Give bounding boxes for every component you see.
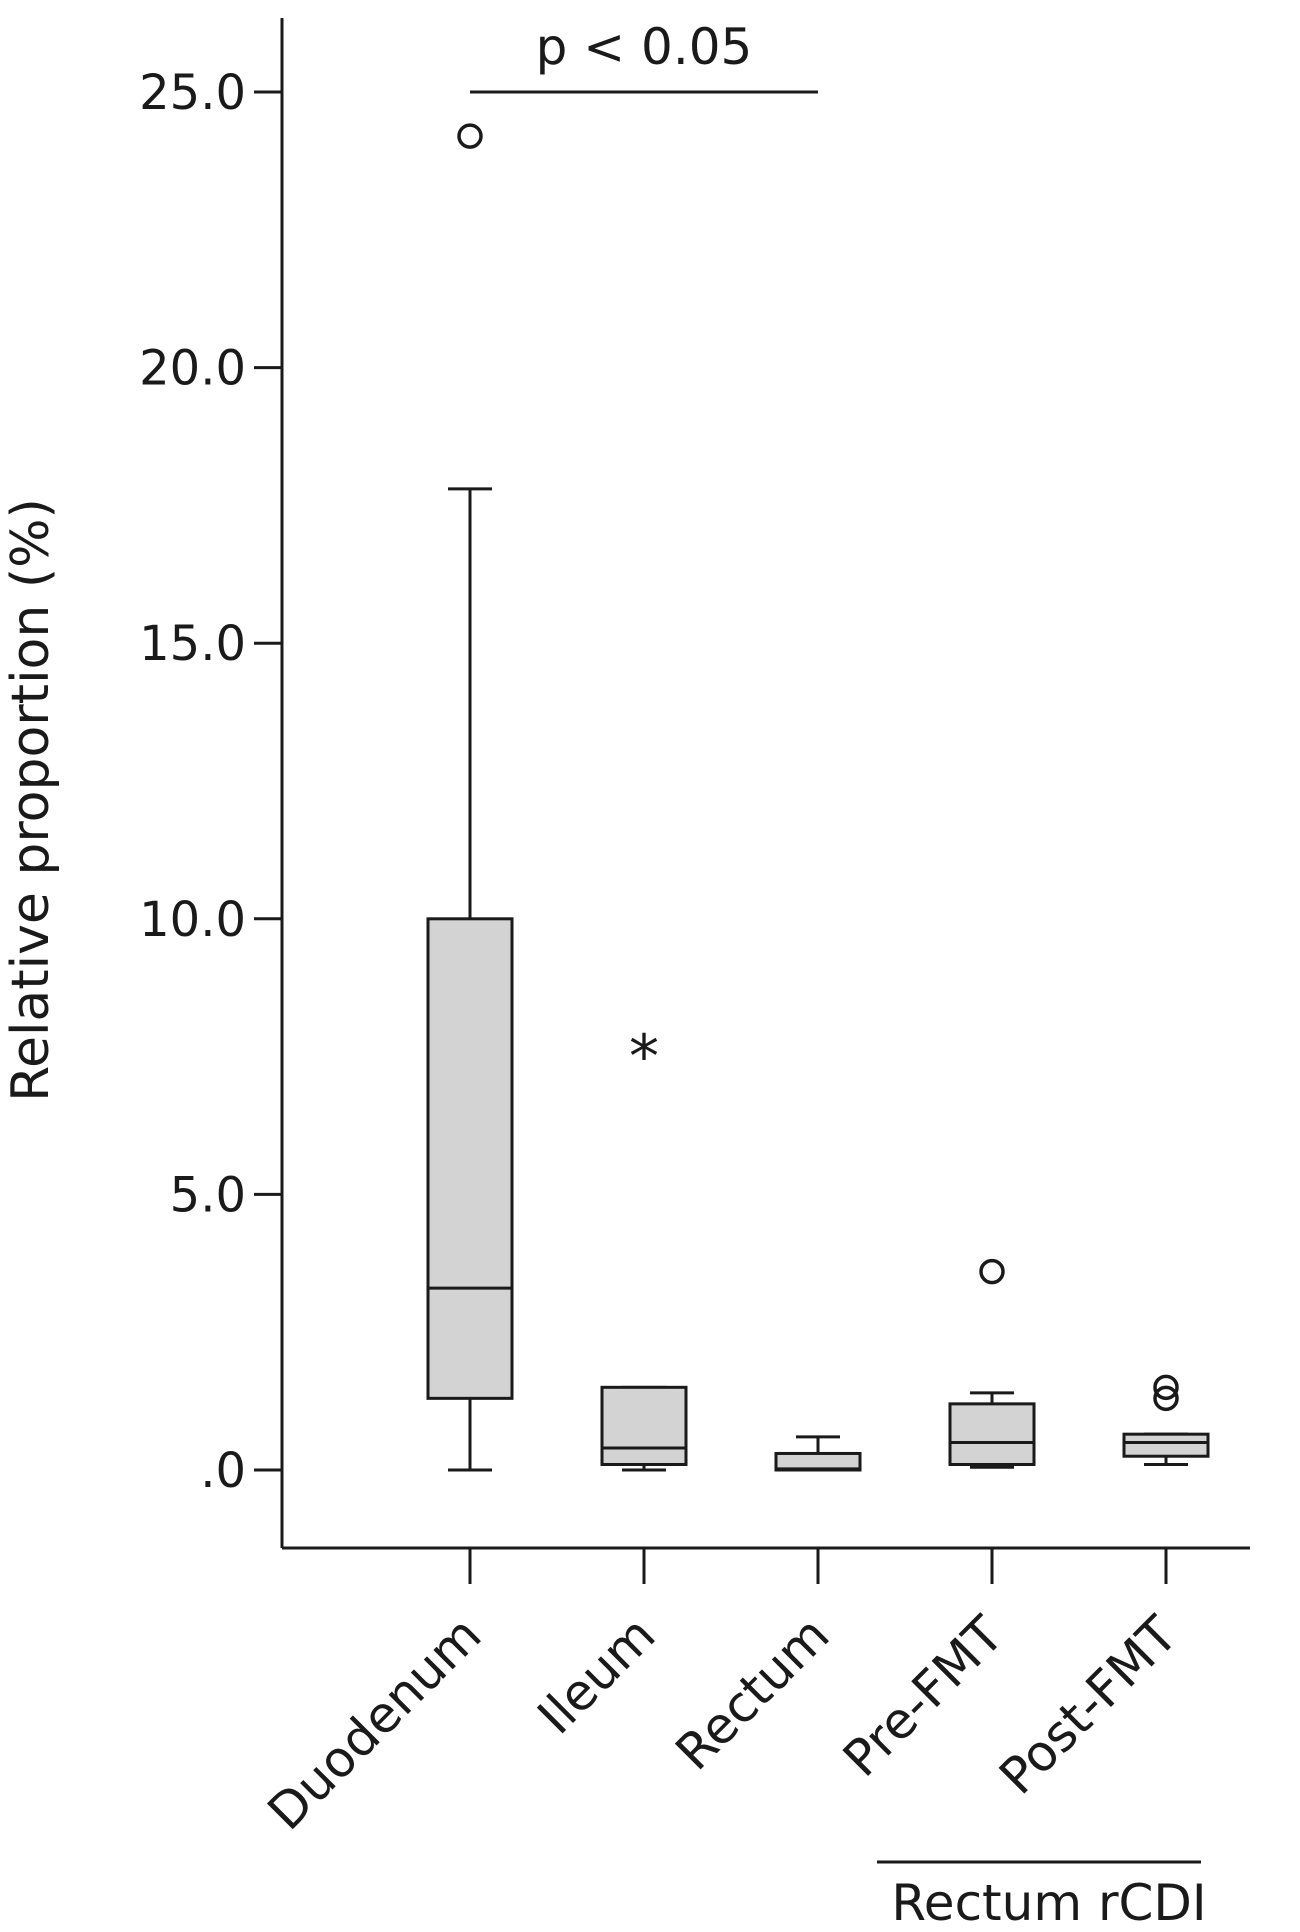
box-group <box>948 1258 1036 1469</box>
axes: .0 5.0 10.0 15.0 20.0 25.0 Relative proportion… <box>1 18 1250 1841</box>
extreme-point: * <box>629 1022 659 1092</box>
x-tick-label: Rectum <box>665 1605 841 1781</box>
box-group <box>1122 1374 1210 1466</box>
x-tick-label: Ileum <box>527 1605 667 1745</box>
x-tick-label: Duodenum <box>257 1605 493 1841</box>
y-tick-label: 25.0 <box>139 65 246 121</box>
box-iqr <box>1122 1432 1210 1458</box>
box-series: * <box>426 123 1210 1472</box>
outlier-point <box>1153 1374 1179 1401</box>
box-group <box>774 1435 862 1472</box>
outlier-point <box>979 1258 1005 1285</box>
y-tick-label: .0 <box>200 1443 246 1499</box>
y-tick-label: 5.0 <box>170 1167 246 1223</box>
box-iqr <box>600 1385 688 1466</box>
annotations: p < 0.05 Rectum rCDI <box>470 18 1207 1932</box>
outlier-point <box>457 123 483 149</box>
box-iqr <box>948 1402 1036 1466</box>
group-label: Rectum rCDI <box>891 1874 1206 1932</box>
y-tick-label: 15.0 <box>139 616 246 672</box>
box-group <box>426 123 514 1472</box>
y-axis-title: Relative proportion (%) <box>1 498 61 1102</box>
box-group: * <box>600 1022 688 1472</box>
y-tick-label: 10.0 <box>139 892 246 948</box>
x-tick-label: Pre-FMT <box>832 1605 1015 1788</box>
outlier-point <box>1153 1385 1179 1412</box>
box-iqr <box>426 917 514 1400</box>
x-tick-label: Post-FMT <box>988 1605 1189 1806</box>
y-tick-label: 20.0 <box>139 341 246 397</box>
significance-label: p < 0.05 <box>536 18 753 76</box>
